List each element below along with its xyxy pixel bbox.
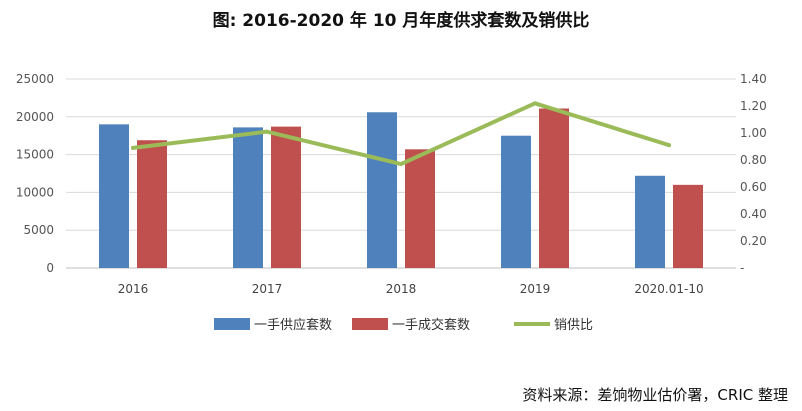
bar bbox=[233, 127, 263, 268]
line-point bbox=[667, 143, 671, 148]
line-point bbox=[265, 129, 269, 134]
left-tick-label: 20000 bbox=[16, 110, 54, 124]
bar bbox=[635, 175, 665, 268]
line-point bbox=[533, 101, 537, 106]
chart-title: 图: 2016-2020 年 10 月年度供求套数及销供比 bbox=[212, 11, 590, 31]
legend-label: 一手供应套数 bbox=[254, 317, 332, 333]
legend-label: 一手成交套数 bbox=[392, 317, 470, 333]
bar bbox=[501, 135, 531, 268]
bar bbox=[539, 108, 569, 268]
category-labels: 2016 2017 2018 2019 2020.01-10 bbox=[118, 282, 704, 296]
category-label: 2016 bbox=[118, 282, 149, 296]
left-axis-ticks: 0 5000 10000 15000 20000 25000 bbox=[16, 72, 54, 275]
ratio-line bbox=[131, 101, 671, 167]
right-tick-label: 0.80 bbox=[740, 153, 767, 167]
category-label: 2020.01-10 bbox=[634, 282, 703, 296]
left-tick-label: 0 bbox=[46, 261, 54, 275]
left-tick-label: 5000 bbox=[23, 223, 54, 237]
right-tick-label: 1.20 bbox=[740, 99, 767, 113]
bars bbox=[99, 108, 703, 269]
right-tick-label: 1.00 bbox=[740, 126, 767, 140]
bar bbox=[405, 149, 435, 268]
left-tick-label: 25000 bbox=[16, 72, 54, 86]
bar bbox=[271, 126, 301, 269]
bar bbox=[367, 112, 397, 268]
left-tick-label: 15000 bbox=[16, 148, 54, 162]
bar bbox=[137, 140, 167, 268]
right-tick-label: 1.40 bbox=[740, 72, 767, 86]
category-label: 2017 bbox=[252, 282, 283, 296]
legend-label: 销供比 bbox=[554, 318, 593, 333]
legend-swatch bbox=[352, 318, 388, 330]
legend-swatch bbox=[214, 318, 250, 330]
line-point bbox=[399, 162, 403, 167]
source-note: 资料来源：差饷物业估价署，CRIC 整理 bbox=[522, 386, 788, 404]
left-tick-label: 10000 bbox=[16, 185, 54, 199]
bar bbox=[99, 124, 129, 268]
category-label: 2019 bbox=[520, 282, 551, 296]
right-tick-label: 0.60 bbox=[740, 180, 767, 194]
bar bbox=[673, 184, 703, 268]
right-tick-label: 0.20 bbox=[740, 234, 767, 248]
gridlines bbox=[66, 78, 736, 269]
right-tick-label: - bbox=[740, 261, 744, 275]
right-tick-label: 0.40 bbox=[740, 207, 767, 221]
line-point bbox=[131, 145, 135, 150]
right-axis-ticks: - 0.20 0.40 0.60 0.80 1.00 1.20 1.40 bbox=[740, 72, 767, 275]
category-label: 2018 bbox=[386, 282, 417, 296]
legend: 一手供应套数 一手成交套数 销供比 bbox=[214, 317, 593, 333]
